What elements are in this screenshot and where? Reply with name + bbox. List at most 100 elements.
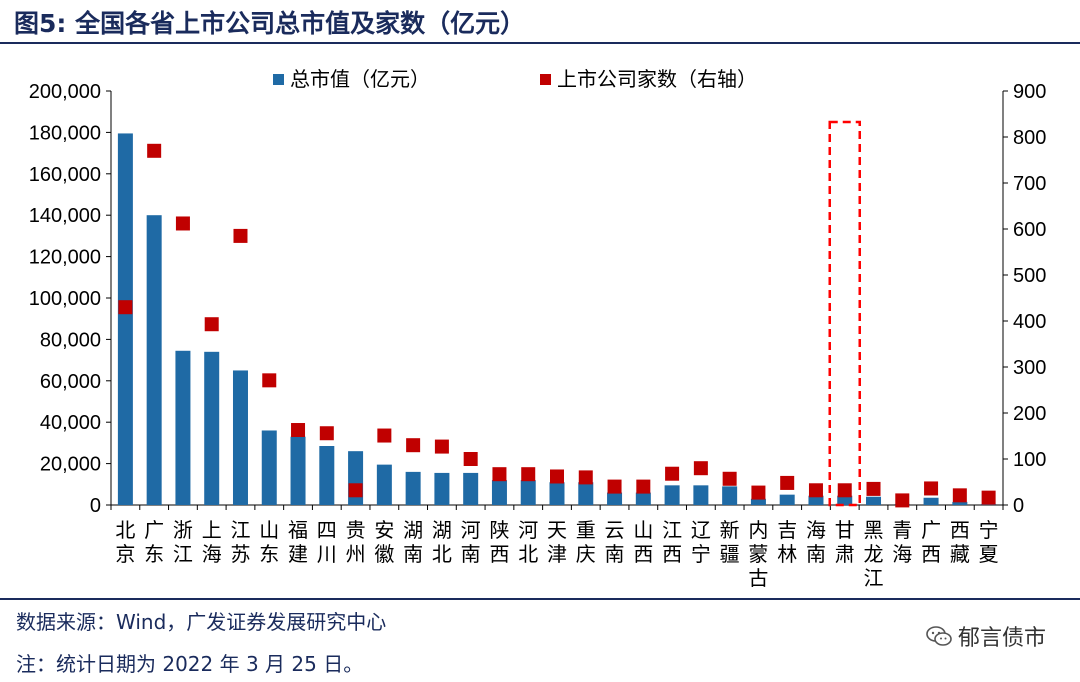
y-right-tick-label: 600 <box>1013 219 1046 241</box>
x-tick-label-char: 上 <box>202 518 222 542</box>
bar <box>319 446 335 505</box>
highlight-box <box>828 120 861 507</box>
x-tick-label-char: 北 <box>518 542 538 566</box>
y-right-tick-label: 500 <box>1013 265 1046 287</box>
bar <box>607 492 623 505</box>
x-tick-label: 陕西 <box>489 518 509 566</box>
x-tick-label-char: 西 <box>633 542 653 566</box>
y-left-tick-label: 180,000 <box>29 122 101 144</box>
x-tick-label-char: 川 <box>317 542 337 566</box>
watermark: 郁言债市 <box>926 620 1046 652</box>
x-tick-label-char: 蒙 <box>748 542 768 566</box>
x-tick-label-char: 南 <box>806 542 826 566</box>
marker <box>434 439 449 454</box>
x-tick-label-char: 西 <box>489 542 509 566</box>
y-left-tick-label: 160,000 <box>29 164 101 186</box>
x-tick-label-char: 宁 <box>979 518 999 542</box>
x-tick-label-char: 甘 <box>835 518 855 542</box>
x-tick-label: 浙江 <box>173 518 193 566</box>
x-tick-label-char: 徽 <box>374 542 394 566</box>
marker <box>866 481 881 496</box>
marker <box>751 485 766 500</box>
x-tick-label-char: 津 <box>547 542 567 566</box>
x-tick-label: 吉林 <box>777 518 797 566</box>
x-tick-label-char: 宁 <box>691 542 711 566</box>
x-tick-label: 江西 <box>662 518 682 566</box>
x-tick-label-char: 广 <box>144 518 164 542</box>
x-tick-label-char: 京 <box>115 542 135 566</box>
y-right-tick-label: 400 <box>1013 311 1046 333</box>
legend-label-marker: 上市公司家数（右轴） <box>557 67 757 91</box>
x-tick-label-char: 四 <box>317 518 337 542</box>
x-tick-label-char: 西 <box>950 518 970 542</box>
x-tick-label-char: 苏 <box>230 542 250 566</box>
x-tick-label-char: 河 <box>461 518 481 542</box>
x-tick-label-char: 河 <box>518 518 538 542</box>
bar <box>635 492 651 505</box>
x-tick-label-char: 江 <box>230 518 250 542</box>
y-left-tick-label: 100,000 <box>29 288 101 310</box>
x-tick-label-char: 南 <box>403 542 423 566</box>
x-tick-label-char: 古 <box>748 566 768 590</box>
marker <box>147 143 162 158</box>
wechat-icon <box>926 626 952 646</box>
x-tick-label-char: 江 <box>662 518 682 542</box>
bar <box>232 370 248 505</box>
title-divider <box>0 42 1080 44</box>
x-tick-label-char: 江 <box>173 542 193 566</box>
y-left-tick-label: 20,000 <box>40 454 101 476</box>
bar <box>750 498 766 505</box>
y-left-tick-label: 0 <box>90 495 101 517</box>
x-tick-label-char: 新 <box>720 518 740 542</box>
x-tick-label: 山东 <box>259 518 279 566</box>
x-tick-label-char: 南 <box>461 542 481 566</box>
x-tick-label-char: 东 <box>144 542 164 566</box>
x-tick-label-char: 龙 <box>864 542 884 566</box>
marker <box>521 467 536 482</box>
x-tick-label: 湖南 <box>403 518 423 566</box>
bar <box>376 464 392 505</box>
x-tick-label-char: 重 <box>576 518 596 542</box>
bar <box>923 497 939 505</box>
bar <box>146 215 162 505</box>
y-left-tick-label: 40,000 <box>40 412 101 434</box>
legend-swatch-marker <box>540 74 551 85</box>
x-tick-label-char: 海 <box>892 542 912 566</box>
x-tick-label-char: 藏 <box>950 542 970 566</box>
marker <box>377 428 392 443</box>
y-right-tick-label: 700 <box>1013 173 1046 195</box>
bar <box>117 133 133 505</box>
x-tick-label-char: 湖 <box>432 518 452 542</box>
x-tick-label-char: 山 <box>259 518 279 542</box>
x-tick-label: 辽宁 <box>691 518 711 566</box>
x-tick-label-char: 北 <box>432 542 452 566</box>
x-tick-label-char: 东 <box>259 542 279 566</box>
bar <box>549 482 565 505</box>
x-tick-label-char: 福 <box>288 518 308 542</box>
x-tick-label-char: 吉 <box>777 518 797 542</box>
y-right-tick-label: 200 <box>1013 403 1046 425</box>
legend-label-bar: 总市值（亿元） <box>290 67 430 91</box>
x-tick-label-char: 西 <box>662 542 682 566</box>
marker <box>578 470 593 485</box>
y-right-tick-label: 0 <box>1013 495 1024 517</box>
marker <box>175 216 190 231</box>
x-tick-label-char: 林 <box>777 542 797 566</box>
x-tick-label-char: 南 <box>605 542 625 566</box>
x-tick-label: 河南 <box>461 518 481 566</box>
x-tick-label: 青海 <box>892 518 912 566</box>
marker <box>492 467 507 482</box>
x-tick-label: 甘肃 <box>835 518 855 566</box>
x-tick-label: 上海 <box>202 518 222 566</box>
x-tick-label-char: 陕 <box>489 518 509 542</box>
source-text: 数据来源：Wind，广发证券发展研究中心 <box>16 610 387 634</box>
bar <box>837 495 853 505</box>
x-tick-label: 天津 <box>547 518 567 566</box>
y-right-tick-label: 900 <box>1013 81 1046 103</box>
x-tick-label-char: 山 <box>633 518 653 542</box>
bar <box>952 501 968 505</box>
bar <box>175 350 191 505</box>
bar <box>722 486 738 505</box>
y-left-tick-label: 60,000 <box>40 371 101 393</box>
marker <box>291 423 306 438</box>
